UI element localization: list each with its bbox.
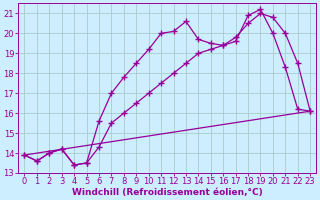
X-axis label: Windchill (Refroidissement éolien,°C): Windchill (Refroidissement éolien,°C) [72,188,263,197]
